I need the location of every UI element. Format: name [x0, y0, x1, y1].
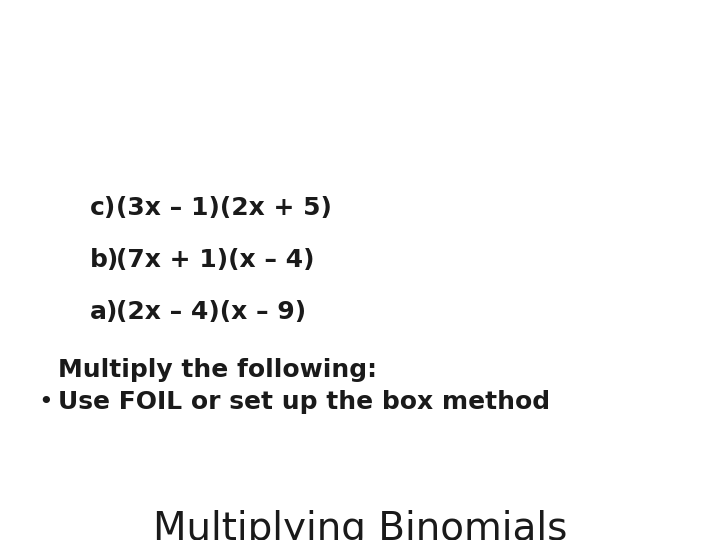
- Text: c): c): [90, 196, 116, 220]
- Text: Multiplying Binomials: Multiplying Binomials: [153, 510, 567, 540]
- Text: (2x – 4)(x – 9): (2x – 4)(x – 9): [116, 300, 306, 324]
- Text: (3x – 1)(2x + 5): (3x – 1)(2x + 5): [116, 196, 332, 220]
- Text: b): b): [90, 248, 120, 272]
- Text: a): a): [90, 300, 118, 324]
- Text: (7x + 1)(x – 4): (7x + 1)(x – 4): [116, 248, 315, 272]
- Text: •: •: [38, 390, 53, 414]
- Text: Multiply the following:: Multiply the following:: [58, 358, 377, 382]
- Text: Use FOIL or set up the box method: Use FOIL or set up the box method: [58, 390, 550, 414]
